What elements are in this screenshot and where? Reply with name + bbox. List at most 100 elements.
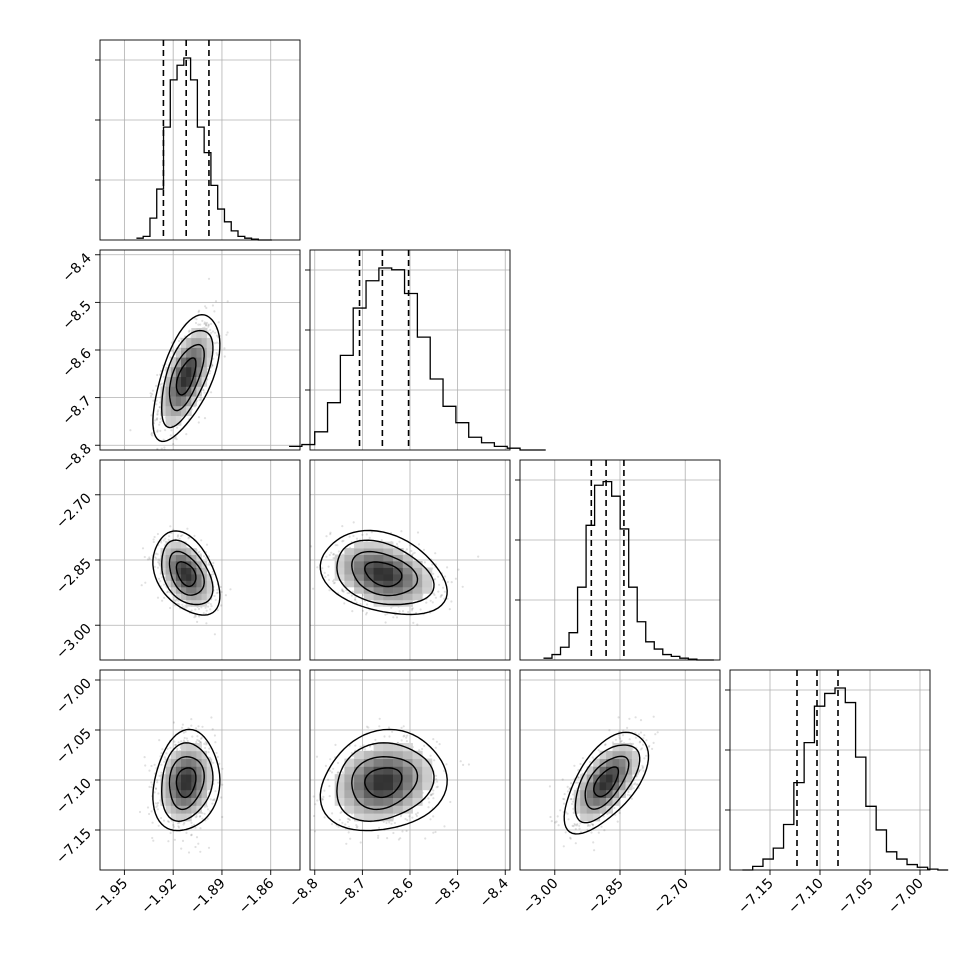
scatter-point bbox=[330, 771, 334, 774]
scatter-point bbox=[221, 767, 224, 770]
scatter-point bbox=[328, 795, 331, 798]
scatter-point bbox=[176, 602, 179, 605]
scatter-point bbox=[185, 737, 188, 740]
density-cell bbox=[186, 337, 192, 348]
density-cell bbox=[196, 386, 202, 397]
density-cell bbox=[175, 789, 182, 798]
density-cell bbox=[354, 766, 365, 775]
scatter-point bbox=[173, 838, 176, 841]
density-cell bbox=[363, 805, 374, 814]
density-cell bbox=[422, 573, 433, 581]
scatter-point bbox=[329, 533, 332, 536]
scatter-point bbox=[436, 785, 439, 788]
density-cell bbox=[344, 573, 355, 581]
scatter-point bbox=[386, 837, 389, 840]
density-cell bbox=[175, 347, 182, 358]
density-cell bbox=[186, 548, 192, 555]
scatter-point bbox=[391, 730, 394, 733]
panel-frame bbox=[99, 669, 301, 871]
density-cell bbox=[191, 366, 197, 377]
scatter-point bbox=[207, 555, 210, 558]
scatter-point bbox=[406, 819, 409, 822]
scatter-point bbox=[221, 783, 224, 786]
scatter-point bbox=[148, 769, 151, 772]
density-cell bbox=[196, 593, 202, 601]
scatter-point bbox=[229, 588, 232, 591]
density-cell bbox=[201, 782, 208, 791]
density-cell bbox=[363, 593, 374, 601]
scatter-point bbox=[178, 821, 181, 824]
scatter-point bbox=[148, 812, 151, 816]
scatter-point bbox=[211, 304, 214, 307]
scatter-point bbox=[477, 555, 480, 558]
scatter-point bbox=[417, 543, 421, 546]
scatter-point bbox=[450, 600, 453, 603]
density-cell bbox=[196, 376, 202, 387]
scatter-point bbox=[146, 806, 150, 809]
scatter-point bbox=[166, 747, 169, 751]
scatter-point bbox=[158, 563, 161, 566]
density-cell bbox=[181, 766, 187, 775]
density-cell bbox=[412, 561, 423, 568]
density-cell bbox=[393, 554, 404, 562]
scatter-point bbox=[431, 793, 434, 796]
density-cell bbox=[196, 743, 202, 752]
density-cell bbox=[186, 567, 192, 575]
density-cell bbox=[383, 813, 394, 822]
scatter-point bbox=[149, 395, 153, 398]
density-cell bbox=[383, 750, 394, 759]
scatter-point bbox=[159, 421, 162, 424]
scatter-point bbox=[203, 391, 206, 394]
scatter-point bbox=[328, 589, 331, 592]
scatter-point bbox=[160, 541, 163, 544]
panel-content bbox=[310, 460, 510, 660]
scatter-point bbox=[194, 816, 197, 819]
density-cell bbox=[196, 554, 202, 562]
scatter-point bbox=[443, 590, 446, 593]
density-cell bbox=[196, 357, 202, 368]
scatter-point bbox=[180, 740, 183, 743]
scatter-point bbox=[143, 555, 146, 559]
scatter-point bbox=[359, 603, 362, 606]
scatter-point bbox=[208, 747, 211, 750]
scatter-point bbox=[178, 603, 181, 606]
density-cell bbox=[383, 580, 394, 588]
scatter-point bbox=[204, 322, 207, 325]
scatter-point bbox=[175, 743, 178, 747]
density-cell bbox=[373, 750, 384, 759]
scatter-point bbox=[336, 544, 339, 547]
scatter-point bbox=[156, 781, 159, 784]
density-cell bbox=[412, 580, 423, 588]
scatter-point bbox=[215, 352, 218, 355]
scatter-point bbox=[336, 771, 339, 774]
scatter-point bbox=[416, 531, 420, 534]
scatter-point bbox=[156, 804, 159, 807]
scatter-point bbox=[437, 590, 440, 593]
scatter-point bbox=[388, 821, 391, 824]
density-cell bbox=[344, 758, 355, 767]
density-cell bbox=[170, 580, 177, 588]
scatter-point bbox=[163, 760, 166, 763]
scatter-point bbox=[194, 608, 197, 611]
density-cell bbox=[206, 337, 213, 348]
density-cell bbox=[181, 586, 187, 594]
panel-frame bbox=[309, 249, 511, 451]
scatter-point bbox=[429, 793, 433, 796]
scatter-point bbox=[443, 769, 446, 773]
scatter-point bbox=[226, 331, 229, 334]
density-cell bbox=[402, 782, 413, 791]
scatter-point bbox=[213, 633, 216, 636]
scatter-point bbox=[151, 434, 154, 437]
scatter-point bbox=[342, 590, 345, 593]
scatter-point bbox=[392, 616, 395, 619]
density-cell bbox=[383, 758, 394, 767]
scatter-point bbox=[170, 341, 173, 344]
scatter-point bbox=[341, 821, 344, 825]
density-cell bbox=[402, 774, 413, 783]
histogram-3 bbox=[742, 687, 949, 871]
density-cell bbox=[170, 805, 177, 814]
density-cell bbox=[206, 593, 213, 601]
scatter-point bbox=[170, 429, 173, 432]
density-cell bbox=[175, 554, 182, 562]
density-cell bbox=[373, 743, 384, 752]
